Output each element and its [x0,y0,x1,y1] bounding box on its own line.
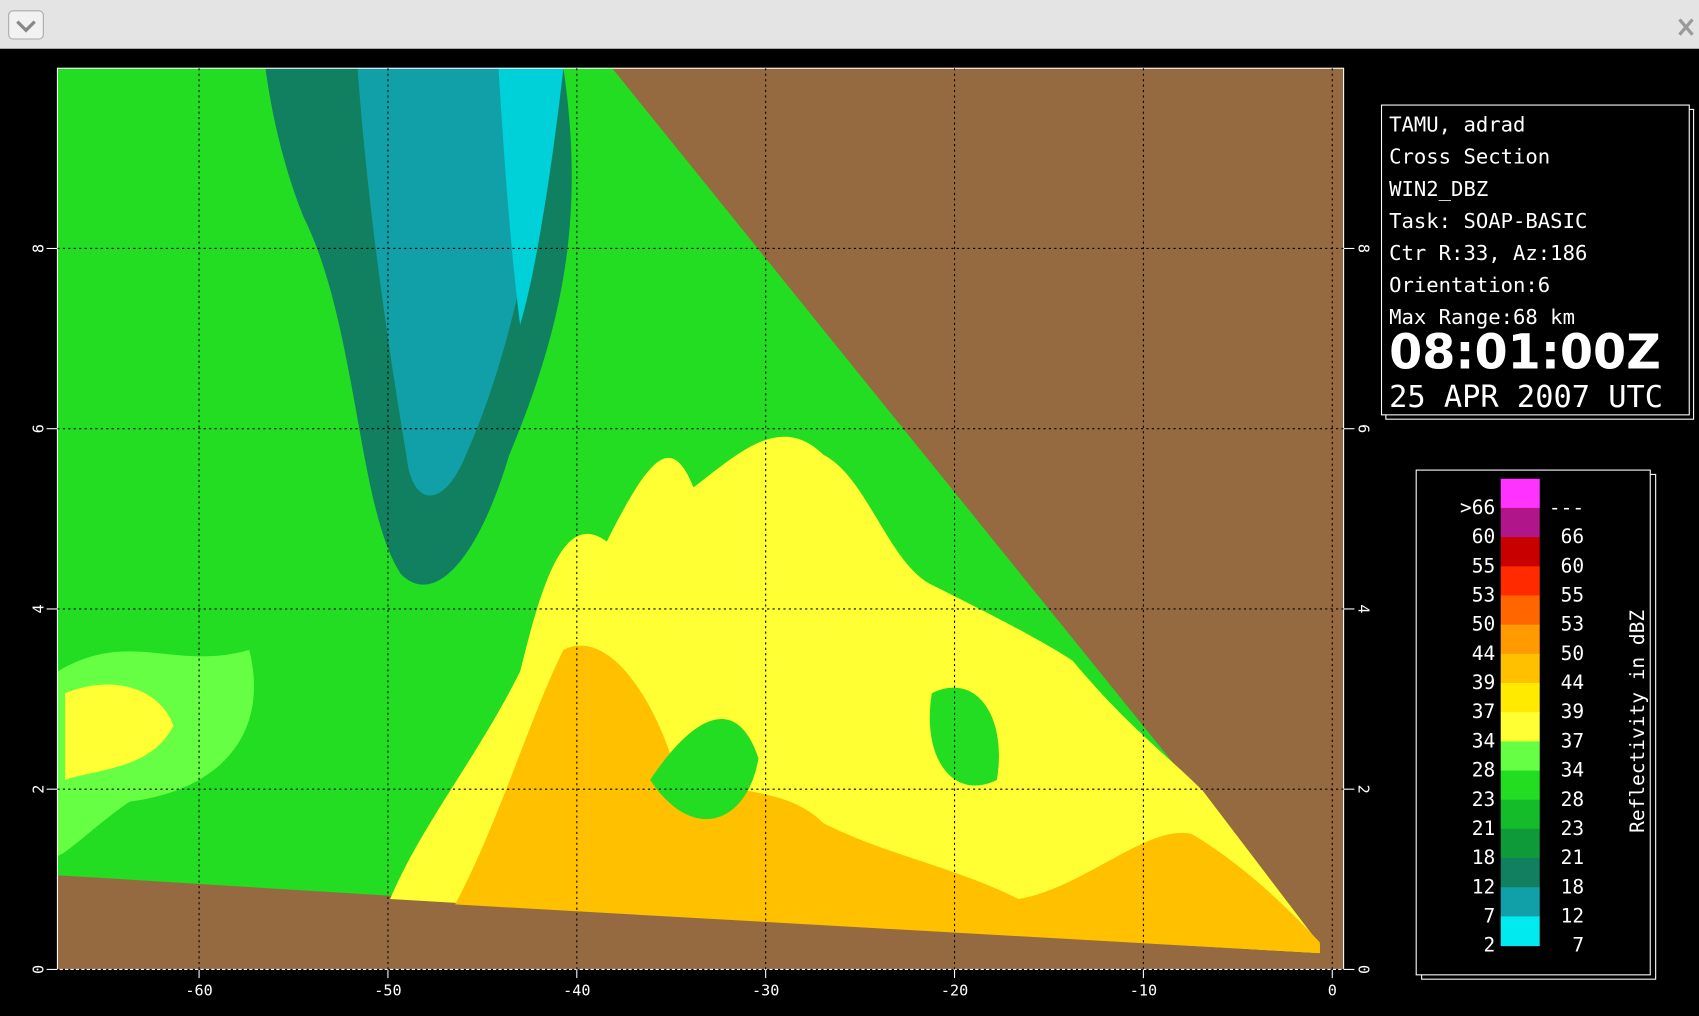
legend-swatch [1500,770,1540,801]
info-box [1380,104,1690,416]
y-tick-label: 6 [30,424,48,433]
menu-button[interactable] [8,10,44,40]
legend-high: 34 [1561,759,1584,782]
info-line: Max Range:68 km [1389,305,1575,329]
legend-low: 60 [1472,525,1495,548]
title-bar [0,0,1699,49]
legend-low: 23 [1472,788,1495,811]
legend-low: >66 [1460,496,1495,519]
legend-swatch [1500,741,1540,772]
legend-high: 7 [1572,934,1584,957]
legend-high: 18 [1561,875,1584,898]
echo-yellow [65,684,174,780]
plot-frame [56,67,1345,970]
legend-high: 39 [1561,700,1584,723]
legend-high: 50 [1561,642,1584,665]
legend-low: 18 [1472,846,1495,869]
y-tick-label: 4 [30,604,48,613]
legend-swatch [1500,916,1540,947]
echo-cyan-core [498,68,564,325]
legend-swatch [1500,712,1540,742]
legend-high: 53 [1561,613,1584,636]
legend-swatch [1500,799,1540,830]
x-tick-label: -60 [185,982,212,1000]
time-label: 08:01:00Z [1389,325,1661,380]
legend-high: 55 [1561,584,1584,607]
legend-low: 44 [1472,642,1495,665]
y-tick-label-right: 6 [1355,424,1373,433]
x-tick-label: -50 [374,982,401,1000]
legend-swatch [1500,653,1540,684]
legend-swatch [1500,682,1540,713]
legend-low: 12 [1472,875,1495,898]
legend-high: 60 [1561,554,1584,577]
info-line: Cross Section [1389,145,1550,169]
legend-high: 12 [1561,904,1584,927]
echo-orange [455,645,1320,954]
legend-high: 66 [1561,525,1584,548]
chevron-icon [16,20,36,33]
info-line: Task: SOAP-BASIC [1389,209,1587,233]
y-tick-label-right: 4 [1355,604,1373,613]
legend-swatch [1500,828,1540,859]
echo-green [650,687,999,820]
close-button[interactable] [1678,18,1694,36]
legend-high: 28 [1561,788,1584,811]
legend-swatch [1500,537,1540,567]
reflectivity-field [57,68,1344,970]
legend-low: 50 [1472,613,1495,636]
legend-swatch [1500,595,1540,626]
legend-high: --- [1549,496,1584,519]
x-tick-label: -10 [1130,982,1157,1000]
legend-low: 21 [1472,817,1495,840]
legend-swatch [1500,478,1540,509]
legend-swatch [1500,507,1540,538]
legend-swatch [1500,624,1540,655]
legend-swatch [1500,566,1540,597]
legend-low: 37 [1472,700,1495,723]
info-line: Orientation:6 [1389,273,1550,297]
date-label: 25 APR 2007 UTC [1389,380,1663,415]
y-tick-label: 8 [30,244,48,253]
y-tick-label: 2 [30,785,48,794]
legend-high: 37 [1561,729,1584,752]
info-line: TAMU, adrad [1389,113,1525,137]
legend-swatch [1500,887,1540,917]
x-tick-label: -30 [752,982,779,1000]
legend-low: 28 [1472,759,1495,782]
echo-cyan [357,68,548,496]
legend-low: 7 [1484,904,1496,927]
y-tick-label-right: 8 [1355,244,1373,253]
legend-low: 53 [1472,584,1495,607]
legend-high: 44 [1561,671,1584,694]
legend-low: 39 [1472,671,1495,694]
legend-low: 34 [1472,729,1495,752]
legend-high: 21 [1561,846,1584,869]
legend-low: 55 [1472,554,1495,577]
x-tick-label: 0 [1328,982,1337,1000]
info-line: Ctr R:33, Az:186 [1389,241,1587,265]
y-tick-label-right: 0 [1355,965,1373,974]
x-tick-label: -40 [563,982,590,1000]
info-line: WIN2_DBZ [1389,177,1488,201]
legend-swatch [1500,858,1540,888]
legend-high: 23 [1561,817,1584,840]
legend-low: 2 [1484,934,1496,957]
y-tick-label: 0 [30,965,48,974]
x-tick-label: -20 [941,982,968,1000]
y-tick-label-right: 2 [1355,785,1373,794]
legend-title: Reflectivity in dBZ [1626,610,1649,833]
